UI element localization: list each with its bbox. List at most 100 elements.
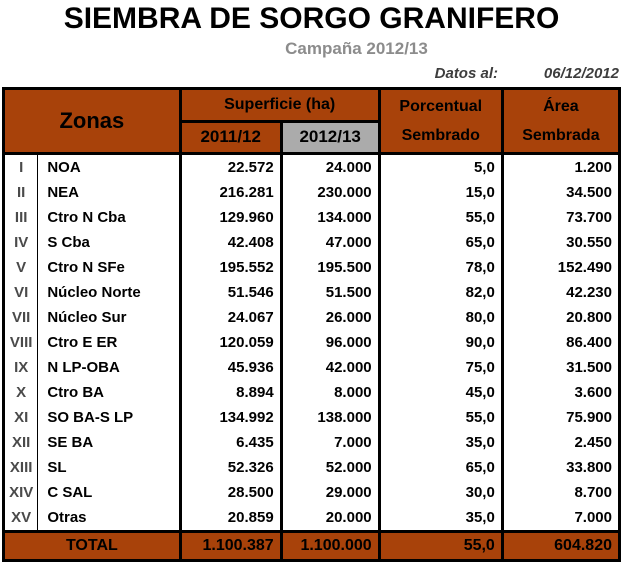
porcentual-sembrado-cell: 55,0 <box>379 205 504 230</box>
superficie-2012-13-cell: 20.000 <box>281 505 381 532</box>
zone-numeral-cell: VII <box>3 305 39 330</box>
zone-name-cell: Núcleo Norte <box>37 280 182 305</box>
zone-numeral-cell: XIV <box>3 480 39 505</box>
table-row: VII Núcleo Sur 24.067 26.000 80,0 20.800 <box>3 305 620 330</box>
header-area-sembrada: Área Sembrada <box>500 87 622 155</box>
zone-name-cell: S Cba <box>37 230 182 255</box>
table-row: XI SO BA-S LP 134.992 138.000 55,0 75.900 <box>3 405 620 430</box>
superficie-2011-12-cell: 6.435 <box>180 430 283 455</box>
area-sembrada-cell: 33.800 <box>566 459 612 476</box>
superficie-2012-13-cell: 195.500 <box>281 255 381 280</box>
area-sembrada-cell: 8.700 <box>574 484 612 501</box>
total-superficie-2011-12: 1.100.387 <box>180 530 283 561</box>
total-porcentual-sembrado: 55,0 <box>379 530 504 561</box>
zone-numeral-cell: XIII <box>3 455 39 480</box>
total-row: TOTAL 1.100.387 1.100.000 55,0 604.820 <box>3 530 620 561</box>
zone-numeral-cell: VI <box>3 280 39 305</box>
table-row: IX N LP-OBA 45.936 42.000 75,0 31.500 <box>3 355 620 380</box>
header-year-2012-13: 2012/13 <box>279 119 381 155</box>
area-sembrada-cell: 2.450 <box>574 434 612 451</box>
total-area-sembrada: 604.820 <box>502 530 620 561</box>
as-of-date-value: 06/12/2012 <box>543 65 619 82</box>
table-row: XIV C SAL 28.500 29.000 30,0 8.700 <box>3 480 620 505</box>
header-porcentual-line2: Sembrado <box>401 126 480 144</box>
header-area-line1: Área <box>543 97 579 115</box>
table-row: VI Núcleo Norte 51.546 51.500 82,0 42.230 <box>3 280 620 305</box>
area-sembrada-cell: 20.800 <box>566 309 612 326</box>
sorghum-planting-table: Zonas Superficie (ha) Porcentual Sembrad… <box>2 87 622 562</box>
campaign-subtitle: Campaña 2012/13 <box>285 39 428 58</box>
area-sembrada-cell: 86.400 <box>566 334 612 351</box>
porcentual-sembrado-cell: 30,0 <box>379 480 504 505</box>
superficie-2012-13-cell: 134.000 <box>281 205 381 230</box>
zone-name-cell: NEA <box>37 180 182 205</box>
table-row: XIII SL 52.326 52.000 65,0 33.800 <box>3 455 620 480</box>
zone-name-cell: C SAL <box>37 480 182 505</box>
porcentual-sembrado-cell: 82,0 <box>379 280 504 305</box>
area-sembrada-cell: 73.700 <box>566 209 612 226</box>
porcentual-sembrado-cell: 65,0 <box>379 230 504 255</box>
zone-name-cell: Ctro BA <box>37 380 182 405</box>
as-of-date-line: Datos al: 06/12/2012 <box>0 65 623 82</box>
table-row: V Ctro N SFe 195.552 195.500 78,0 152.490 <box>3 255 620 280</box>
table-footer: TOTAL 1.100.387 1.100.000 55,0 604.820 <box>3 530 620 561</box>
porcentual-sembrado-cell: 80,0 <box>379 305 504 330</box>
page-title: SIEMBRA DE SORGO GRANIFERO <box>63 2 560 35</box>
superficie-2011-12-cell: 51.546 <box>180 280 283 305</box>
zone-numeral-cell: X <box>3 380 39 405</box>
superficie-2011-12-cell: 22.572 <box>180 153 283 180</box>
superficie-2011-12-cell: 52.326 <box>180 455 283 480</box>
area-sembrada-cell: 3.600 <box>574 384 612 401</box>
porcentual-sembrado-cell: 65,0 <box>379 455 504 480</box>
zone-numeral-cell: I <box>3 153 39 180</box>
superficie-2012-13-cell: 52.000 <box>281 455 381 480</box>
area-sembrada-cell: 152.490 <box>557 259 612 276</box>
table-row: II NEA 216.281 230.000 15,0 34.500 <box>3 180 620 205</box>
superficie-2011-12-cell: 20.859 <box>180 505 283 532</box>
superficie-2012-13-cell: 8.000 <box>281 380 381 405</box>
total-superficie-2012-13: 1.100.000 <box>281 530 381 561</box>
header-year-2011-12: 2011/12 <box>178 119 283 155</box>
superficie-2012-13-cell: 26.000 <box>281 305 381 330</box>
zone-numeral-cell: VIII <box>3 330 39 355</box>
header-porcentual-line1: Porcentual <box>399 97 483 115</box>
zone-name-cell: Ctro E ER <box>37 330 182 355</box>
header-porcentual-sembrado: Porcentual Sembrado <box>377 87 504 155</box>
as-of-date-label: Datos al: <box>434 65 498 82</box>
superficie-2011-12-cell: 24.067 <box>180 305 283 330</box>
zone-name-cell: Otras <box>37 505 182 532</box>
area-sembrada-cell: 30.550 <box>566 234 612 251</box>
porcentual-sembrado-cell: 45,0 <box>379 380 504 405</box>
superficie-2011-12-cell: 28.500 <box>180 480 283 505</box>
area-sembrada-cell: 7.000 <box>574 509 612 526</box>
table-row: VIII Ctro E ER 120.059 96.000 90,0 86.400 <box>3 330 620 355</box>
zone-numeral-cell: II <box>3 180 39 205</box>
area-sembrada-cell: 34.500 <box>566 184 612 201</box>
superficie-2011-12-cell: 45.936 <box>180 355 283 380</box>
porcentual-sembrado-cell: 5,0 <box>379 153 504 180</box>
table-row: IV S Cba 42.408 47.000 65,0 30.550 <box>3 230 620 255</box>
porcentual-sembrado-cell: 15,0 <box>379 180 504 205</box>
zone-numeral-cell: V <box>3 255 39 280</box>
superficie-2011-12-cell: 8.894 <box>180 380 283 405</box>
area-sembrada-cell: 1.200 <box>574 159 612 176</box>
zone-numeral-cell: IX <box>3 355 39 380</box>
zone-numeral-cell: IV <box>3 230 39 255</box>
zone-numeral-cell: XII <box>3 430 39 455</box>
zone-name-cell: Ctro N SFe <box>37 255 182 280</box>
superficie-2012-13-cell: 24.000 <box>281 153 381 180</box>
porcentual-sembrado-cell: 78,0 <box>379 255 504 280</box>
zone-numeral-cell: XI <box>3 405 39 430</box>
superficie-2011-12-cell: 120.059 <box>180 330 283 355</box>
table-row: X Ctro BA 8.894 8.000 45,0 3.600 <box>3 380 620 405</box>
superficie-2011-12-cell: 134.992 <box>180 405 283 430</box>
zone-name-cell: SL <box>37 455 182 480</box>
table-row: XII SE BA 6.435 7.000 35,0 2.450 <box>3 430 620 455</box>
zone-name-cell: NOA <box>37 153 182 180</box>
header-area-line2: Sembrada <box>522 126 600 144</box>
table-body: I NOA 22.572 24.000 5,0 1.200 II NEA 216.281 230.… <box>3 153 620 532</box>
zone-numeral-cell: XV <box>3 505 39 532</box>
table-row: III Ctro N Cba 129.960 134.000 55,0 73.700 <box>3 205 620 230</box>
superficie-2012-13-cell: 29.000 <box>281 480 381 505</box>
